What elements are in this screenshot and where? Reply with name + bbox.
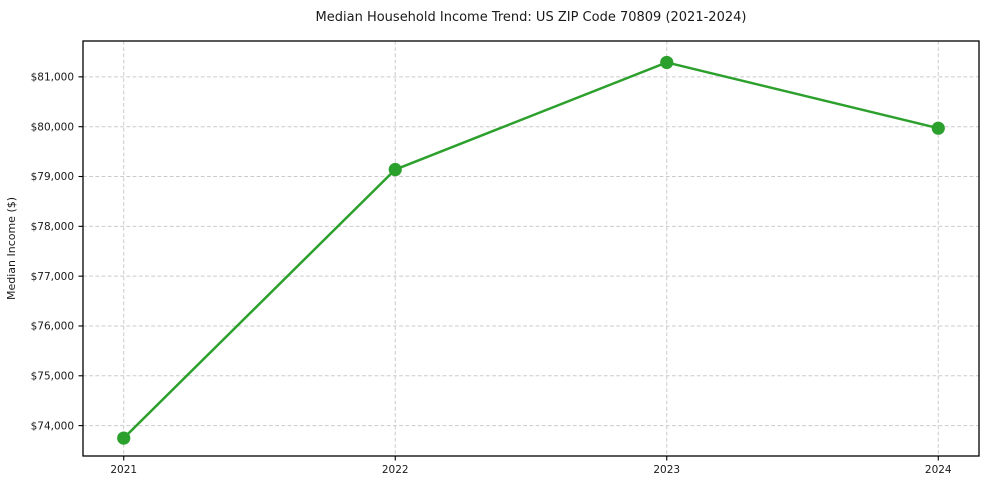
data-point <box>117 431 131 445</box>
x-tick-label: 2024 <box>925 464 952 476</box>
x-tick-label: 2023 <box>653 464 680 476</box>
gridlines <box>83 41 979 456</box>
x-tick-label: 2022 <box>382 464 409 476</box>
y-tick-label: $78,000 <box>31 221 74 233</box>
y-tick-label: $79,000 <box>31 171 74 183</box>
y-tick-label: $75,000 <box>31 370 74 382</box>
y-tick-label: $74,000 <box>31 420 74 432</box>
data-point <box>931 121 945 135</box>
data-series-layer <box>117 55 945 445</box>
data-point <box>388 162 402 177</box>
axis-tick-labels: $74,000 $75,000 $76,000 $77,000 $78,000 $79,0… <box>31 72 952 476</box>
data-point <box>660 55 674 70</box>
y-tick-label: $80,000 <box>31 121 74 133</box>
chart-title: Median Household Income Trend: US ZIP Co… <box>316 10 747 25</box>
plot-border <box>82 40 980 457</box>
y-tick-label: $77,000 <box>31 271 74 283</box>
y-tick-label: $76,000 <box>31 321 74 333</box>
axis-ticks <box>78 76 939 461</box>
x-tick-label: 2021 <box>110 464 137 476</box>
data-line <box>122 61 940 440</box>
y-tick-label: $81,000 <box>31 72 74 84</box>
y-axis-label: Median Income ($) <box>5 197 18 300</box>
